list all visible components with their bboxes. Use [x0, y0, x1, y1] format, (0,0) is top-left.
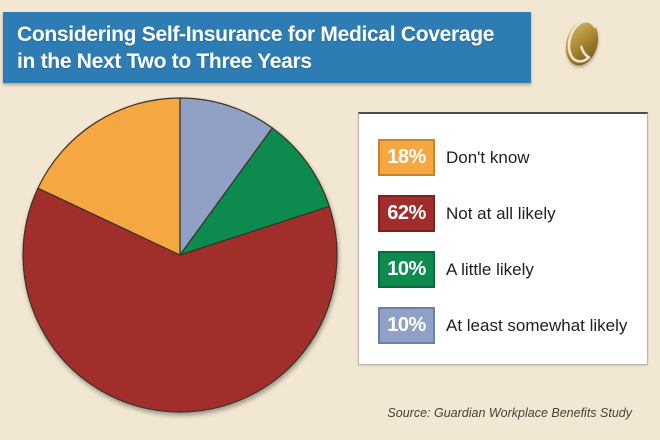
legend-row-at-least-somewhat-likely: 10% At least somewhat likely	[378, 307, 647, 344]
legend-row-not-at-all-likely: 62% Not at all likely	[378, 195, 647, 232]
legend-percent-badge: 62%	[378, 195, 435, 232]
guardian-g-logo-icon	[561, 17, 603, 70]
page-title-line-2: in the Next Two to Three Years	[17, 49, 312, 73]
legend-row-don-t-know: 18% Don't know	[378, 139, 647, 176]
pie-slice-don-t-know	[37, 97, 181, 256]
legend-percent-badge: 10%	[378, 251, 435, 288]
source-note: Source: Guardian Workplace Benefits Stud…	[387, 406, 632, 420]
pie-slice-a-little-likely	[178, 127, 331, 257]
legend-label: Not at all likely	[446, 203, 556, 223]
pie-chart	[15, 90, 351, 426]
legend-percent-badge: 18%	[378, 139, 435, 176]
legend-label: A little likely	[446, 259, 534, 279]
legend-label: Don't know	[446, 147, 530, 167]
title-banner: Considering Self-Insurance for Medical C…	[3, 12, 531, 83]
legend-percent-badge: 10%	[378, 307, 435, 344]
legend-box: 18% Don't know 62% Not at all likely 10% A li…	[358, 112, 648, 365]
pie-slice-not-at-all-likely	[22, 187, 338, 413]
legend-row-a-little-likely: 10% A little likely	[378, 251, 647, 288]
pie-slice-at-least-somewhat-likely	[179, 97, 274, 257]
page-title-line-1: Considering Self-Insurance for Medical C…	[17, 22, 495, 46]
legend-label: At least somewhat likely	[446, 315, 628, 335]
